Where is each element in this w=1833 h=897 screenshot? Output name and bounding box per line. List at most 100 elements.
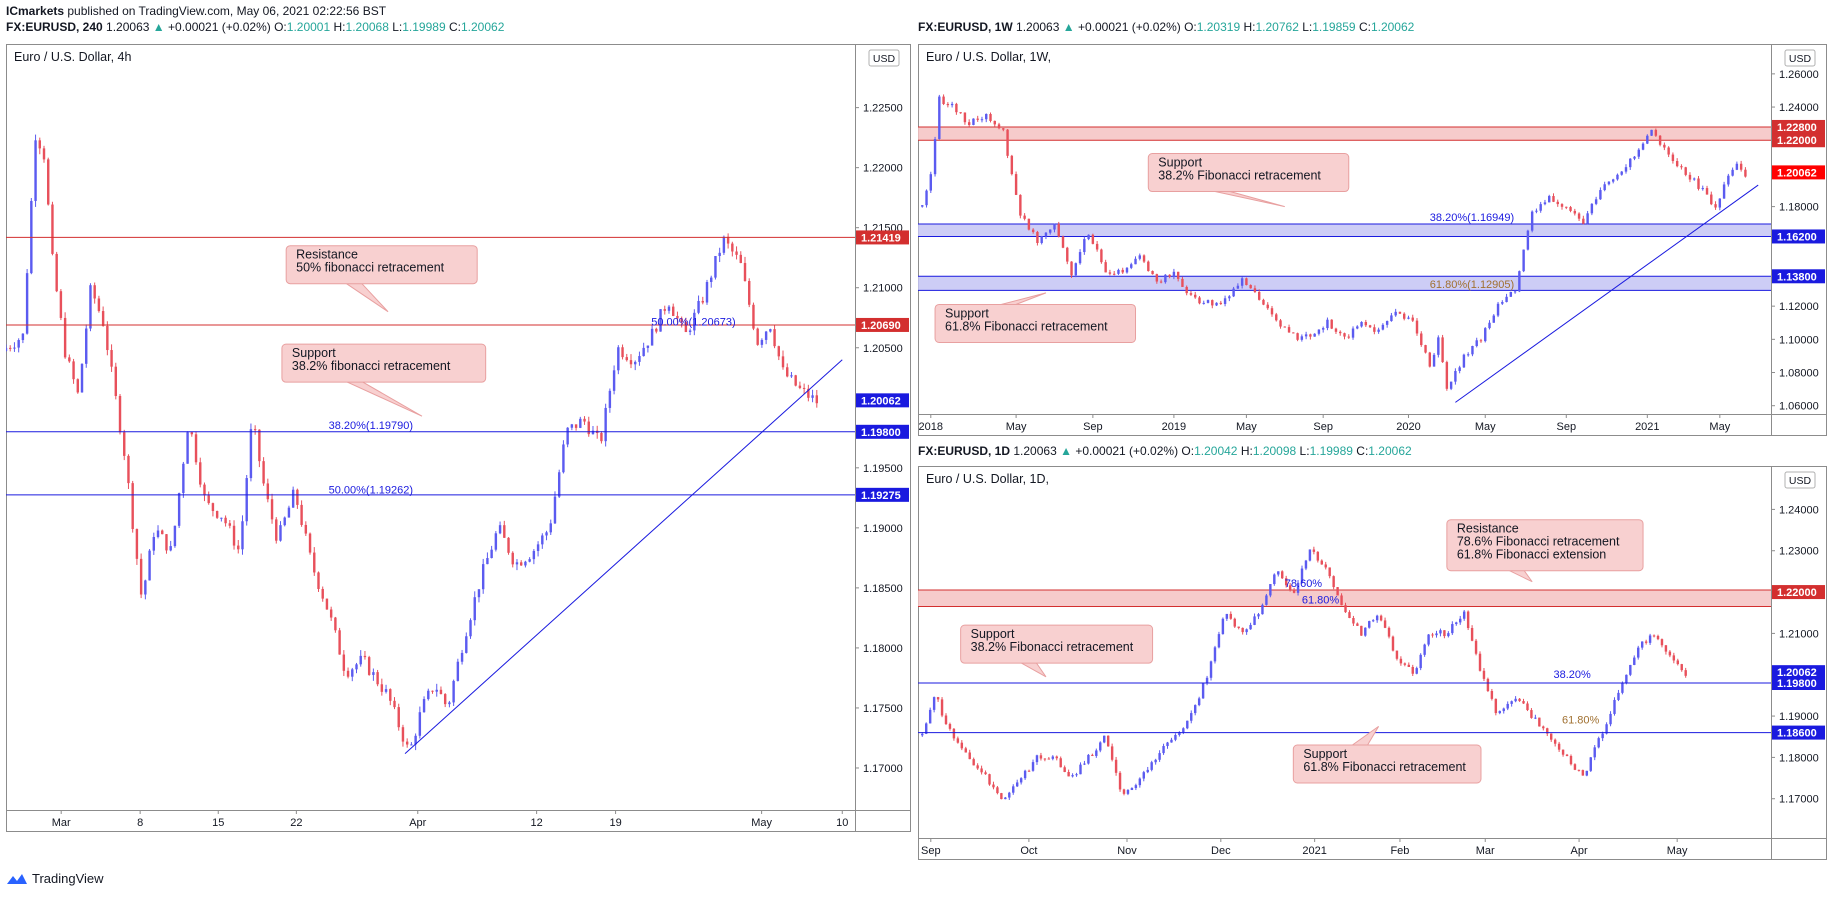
candle-body <box>1209 661 1213 678</box>
candle-body <box>807 388 810 398</box>
change-up-icon: ▲ <box>1062 20 1075 34</box>
candle-body <box>1526 703 1529 711</box>
y-tick-label: 1.19000 <box>1779 711 1819 723</box>
chart-panel-w1[interactable]: 38.20%(1.16949) 61.80%(1.12905) Support 38.… <box>918 44 1827 436</box>
candle-body <box>1106 735 1110 747</box>
chart-panel-h4[interactable]: 50.00%(1.20673) 38.20%(1.19790) 50.00%(1.1… <box>6 44 911 832</box>
fib-label: 61.80%(1.12905) <box>1430 279 1514 291</box>
candle-body <box>1270 308 1274 315</box>
candle-body <box>519 562 523 566</box>
candle-body <box>228 523 232 526</box>
candle-body <box>1394 311 1397 316</box>
trendline <box>404 359 843 754</box>
candle-body <box>1435 633 1438 636</box>
candle-body <box>161 530 164 535</box>
price-tag-label: 1.20062 <box>1777 167 1817 179</box>
candle-body <box>1240 278 1244 286</box>
candle-body <box>992 784 995 788</box>
candle-body <box>705 282 709 303</box>
tradingview-footer: TradingView <box>6 871 104 886</box>
candle-body <box>1202 302 1205 304</box>
candle-body <box>676 315 679 319</box>
candle-body <box>1607 181 1611 185</box>
candle-body <box>1138 778 1142 786</box>
chart-h4-svg[interactable]: 50.00%(1.20673) 38.20%(1.19790) 50.00%(1.1… <box>6 44 911 832</box>
candle-body <box>1407 664 1411 667</box>
published-text: published on TradingView.com, May 06, 20… <box>67 4 387 18</box>
y-tick-label: 1.21000 <box>863 283 903 295</box>
candle-body <box>1526 230 1530 250</box>
candle-body <box>63 317 67 358</box>
candle-body <box>262 461 265 484</box>
candle-body <box>1360 625 1363 636</box>
candle-body <box>600 433 603 442</box>
candle-body <box>1221 618 1225 635</box>
candle-body <box>528 559 531 562</box>
candle-body <box>1424 345 1427 353</box>
chart-panel-d1[interactable]: 78.60% 61.80% 38.20% 61.80% Resistance 78.6% … <box>918 466 1827 860</box>
candle-body <box>1245 278 1248 286</box>
candle-body <box>972 118 975 125</box>
chart-w1-svg[interactable]: 38.20%(1.16949)61.80%(1.12905)Support38.… <box>918 44 1827 436</box>
candle-body <box>933 139 937 175</box>
candle-body <box>1445 362 1449 389</box>
callout-box <box>1446 519 1644 572</box>
callout-box <box>960 624 1154 664</box>
candle-body <box>456 661 460 681</box>
candle-body <box>1078 252 1082 264</box>
candle-body <box>1462 611 1466 619</box>
candle-body <box>1641 143 1645 150</box>
candle-body <box>1262 299 1265 305</box>
candle-body <box>1449 381 1453 389</box>
candle-body <box>1261 604 1264 615</box>
candle-body <box>237 545 240 550</box>
candle-body <box>1266 304 1269 309</box>
candle-body <box>731 243 734 252</box>
candle-body <box>1581 770 1585 776</box>
x-tick-label: Sep <box>921 845 941 857</box>
candle-body <box>1621 683 1624 693</box>
chart-d1-svg[interactable]: 78.60% 61.80% 38.20% 61.80% Resistance78.6% … <box>918 466 1827 860</box>
candle-body <box>1556 201 1559 205</box>
candle-body <box>1582 218 1585 224</box>
candle-body <box>1411 317 1414 321</box>
candle-body <box>1121 269 1124 273</box>
candle-body <box>76 379 79 393</box>
candle-body <box>511 552 514 565</box>
candle-body <box>925 723 928 734</box>
candle-body <box>718 252 721 257</box>
candle-body <box>938 96 941 140</box>
candle-body <box>1035 755 1039 763</box>
currency-label: USD <box>1789 53 1812 65</box>
y-tick-label: 1.21000 <box>1779 628 1819 640</box>
currency-badge <box>868 49 900 67</box>
candle-body <box>1637 149 1640 157</box>
candle-body <box>959 112 962 114</box>
candle-body <box>1534 717 1537 719</box>
candle-body <box>1553 739 1557 744</box>
candle-body <box>722 236 726 253</box>
candle-body <box>1340 595 1343 606</box>
candle-body <box>1134 258 1137 265</box>
candle-body <box>1083 763 1086 765</box>
price-tag-label: 1.13800 <box>1777 271 1817 283</box>
candle-body <box>47 159 50 205</box>
candle-body <box>494 533 498 550</box>
candle-body <box>144 580 147 595</box>
candle-body <box>1356 326 1359 329</box>
candle-body <box>638 356 641 362</box>
candle-body <box>1213 647 1217 662</box>
candle-body <box>384 689 388 692</box>
candle-body <box>308 533 312 553</box>
candle-body <box>1015 782 1019 787</box>
price-tag-label: 1.22000 <box>1777 587 1817 599</box>
candle-body <box>1513 291 1517 293</box>
candle-body <box>1684 167 1687 175</box>
candle-body <box>1332 576 1335 588</box>
price-tag <box>1772 165 1825 180</box>
callout-text: Support <box>1158 156 1202 170</box>
candle-body <box>275 519 278 541</box>
callout-text: 38.2% fibonacci retracement <box>292 359 451 373</box>
candle-body <box>1644 641 1648 643</box>
